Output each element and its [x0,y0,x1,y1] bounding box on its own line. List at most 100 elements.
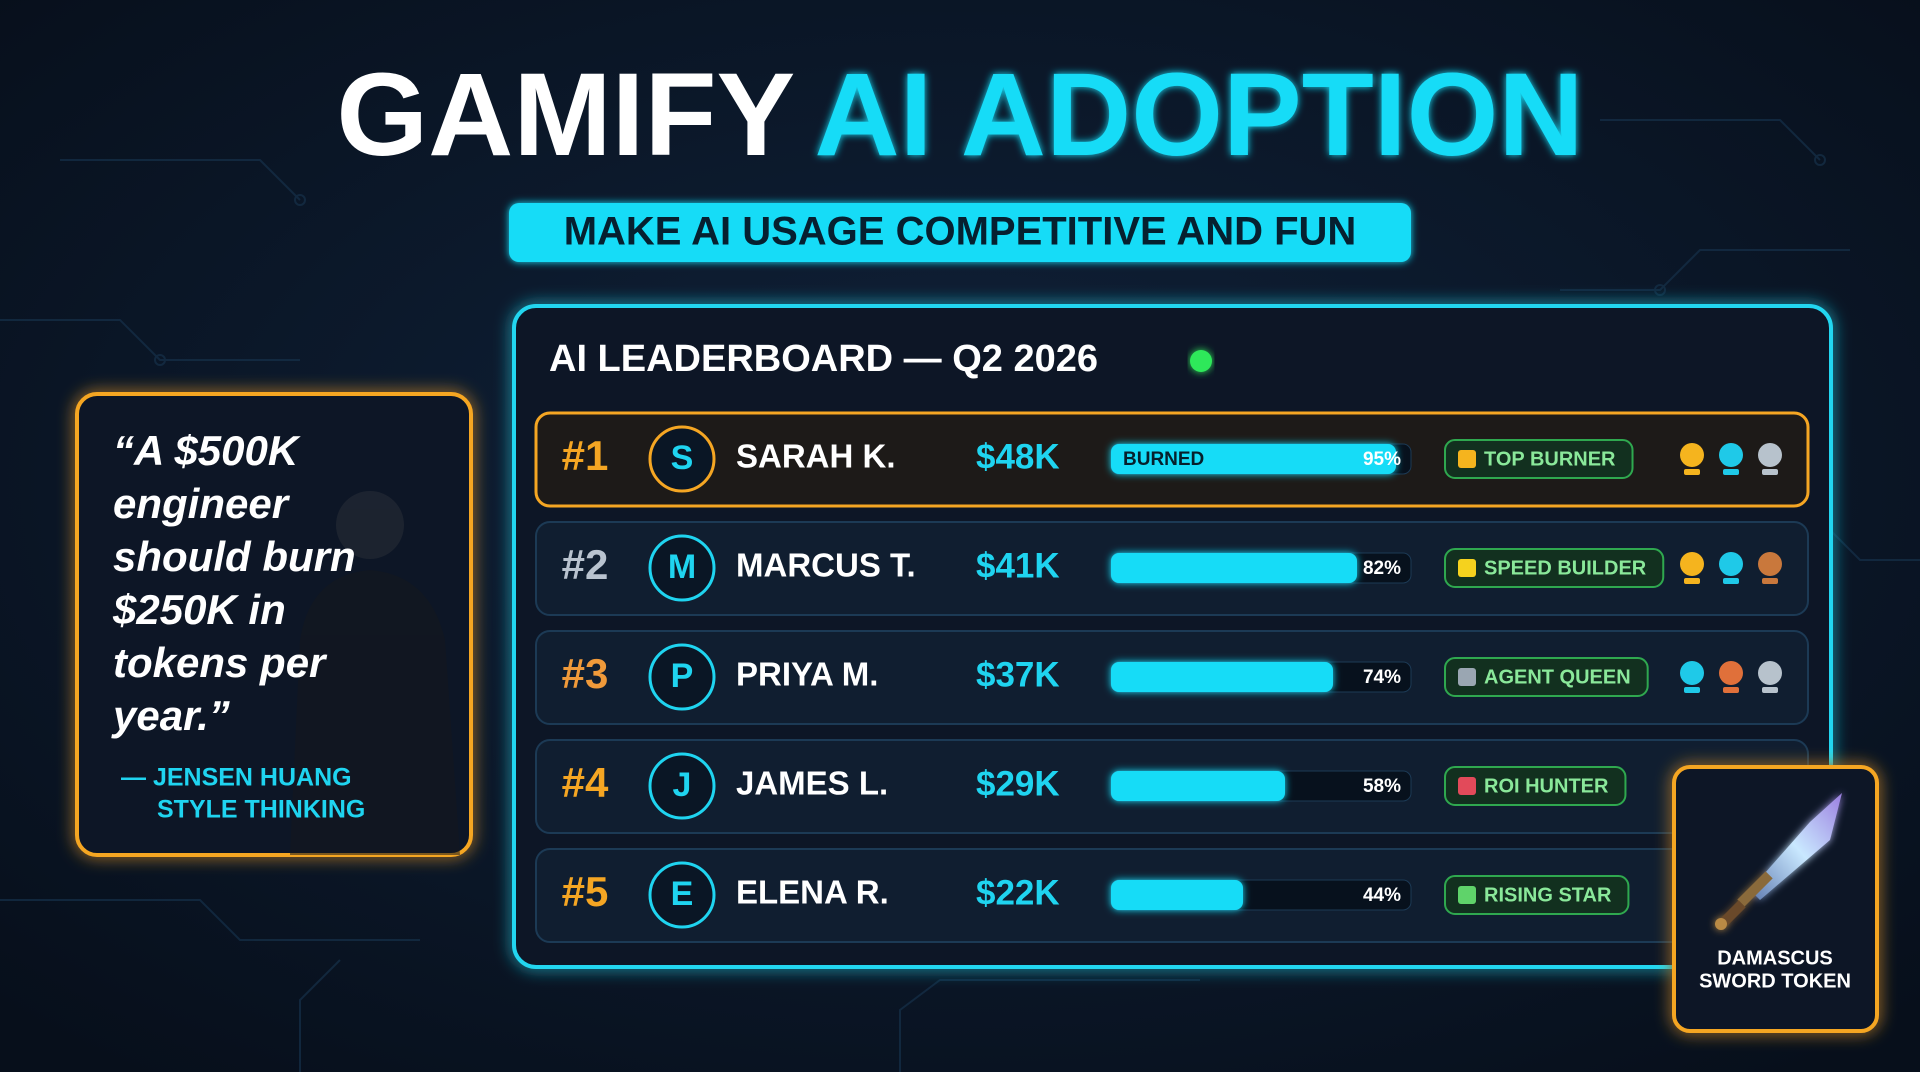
amount: $22K [976,873,1060,912]
avatar [648,534,716,602]
progress-label: 82% [1363,558,1401,579]
token-label: DAMASCUS [1717,947,1833,969]
avatar [648,861,716,929]
quote-line: tokens per [113,639,328,686]
medal-base [1684,687,1700,693]
portrait [290,491,460,855]
amount: $37K [976,655,1060,694]
medal-base [1684,469,1700,475]
medal [1719,552,1743,576]
badge [1444,766,1627,806]
name: PRIYA M. [736,656,878,693]
quote-attribution: — JENSEN HUANG [121,764,352,792]
medal-base [1723,687,1739,693]
progress-label: 58% [1363,776,1401,797]
progress-bar [1111,771,1285,801]
progress-bar [1111,880,1243,910]
quote-line: “A $500K [113,427,301,474]
quote-line: should burn [113,533,356,580]
badge-icon [1458,559,1476,577]
medal [1680,661,1704,685]
medal-base [1762,687,1778,693]
row: #5 E ELENA R. $22K 44% RISING STAR [535,848,1809,943]
title-accent: AI ADOPTION [814,49,1583,181]
badge [1444,439,1634,479]
quote-line: engineer [113,480,291,527]
amount: $29K [976,764,1060,803]
badge-icon [1458,886,1476,904]
avatar-initial: E [671,875,694,913]
row: #3 P PRIYA M. $37K 74% AGENT QUEEN [535,630,1809,725]
leaderboard-title: AI LEADERBOARD — Q2 2026 [549,338,1098,380]
medal [1719,443,1743,467]
row: #4 J JAMES L. $29K 58% ROI HUNTER [535,739,1809,834]
rank: #3 [562,650,609,697]
subtitle: MAKE AI USAGE COMPETITIVE AND FUN [564,210,1357,254]
avatar-initial: J [673,766,692,804]
badge-icon [1458,668,1476,686]
badge-icon [1458,450,1476,468]
medal [1680,443,1704,467]
avatar-initial: M [668,548,696,586]
avatar-initial: P [671,657,694,695]
amount: $41K [976,546,1060,585]
medal-base [1723,578,1739,584]
medal-base [1762,578,1778,584]
subtitle-pill [509,203,1411,262]
badge [1444,548,1665,588]
badge-icon [1458,777,1476,795]
amount: $48K [976,437,1060,476]
token-label: SWORD TOKEN [1699,970,1851,992]
medal [1758,552,1782,576]
title-main: GAMIFY [336,49,793,181]
circuit-lines [0,119,1920,1072]
row: #1 S SARAH K. $48K BURNED 95% TOP BURNER [534,411,1810,508]
avatar [648,752,716,820]
medal-base [1762,469,1778,475]
medal [1680,552,1704,576]
rank: #1 [562,432,609,479]
medal [1758,661,1782,685]
rows: #1 S SARAH K. $48K BURNED 95% TOP BURNER #2 M MAR… [534,411,1810,943]
medal-base [1684,578,1700,584]
rank: #5 [562,868,609,915]
quote-line: year.” [111,692,230,739]
progress-bar [1111,662,1333,692]
progress-caption: BURNED [1123,449,1204,470]
rank: #4 [562,759,609,806]
quote-attribution: STYLE THINKING [157,796,365,824]
row: #2 M MARCUS T. $41K 82% SPEED BUILDER [535,521,1809,616]
badge [1444,657,1649,697]
progress-label: 44% [1363,885,1401,906]
quote-line: $250K in [112,586,286,633]
badge-label: ROI HUNTER [1484,775,1609,797]
badge-label: RISING STAR [1484,884,1612,906]
progress-label: 74% [1363,667,1401,688]
badge-label: SPEED BUILDER [1484,557,1647,579]
avatar-initial: S [671,439,694,477]
title: GAMIFY AI ADOPTION [336,49,1583,181]
name: ELENA R. [736,874,889,911]
medal-base [1723,469,1739,475]
progress-bar [1111,444,1396,474]
status-dot [1190,350,1212,372]
rank: #2 [562,541,609,588]
progress-label: 95% [1363,449,1401,470]
medal [1758,443,1782,467]
badge [1444,875,1630,915]
progress-bar [1111,553,1357,583]
sword-icon [1715,793,1842,930]
avatar [648,643,716,711]
name: JAMES L. [736,765,888,802]
badge-label: AGENT QUEEN [1484,666,1631,688]
badge-label: TOP BURNER [1484,448,1616,470]
avatar [648,425,716,493]
name: SARAH K. [736,438,896,475]
quote: “A $500K engineer should burn $250K in token… [111,427,365,824]
name: MARCUS T. [736,547,916,584]
medal [1719,661,1743,685]
